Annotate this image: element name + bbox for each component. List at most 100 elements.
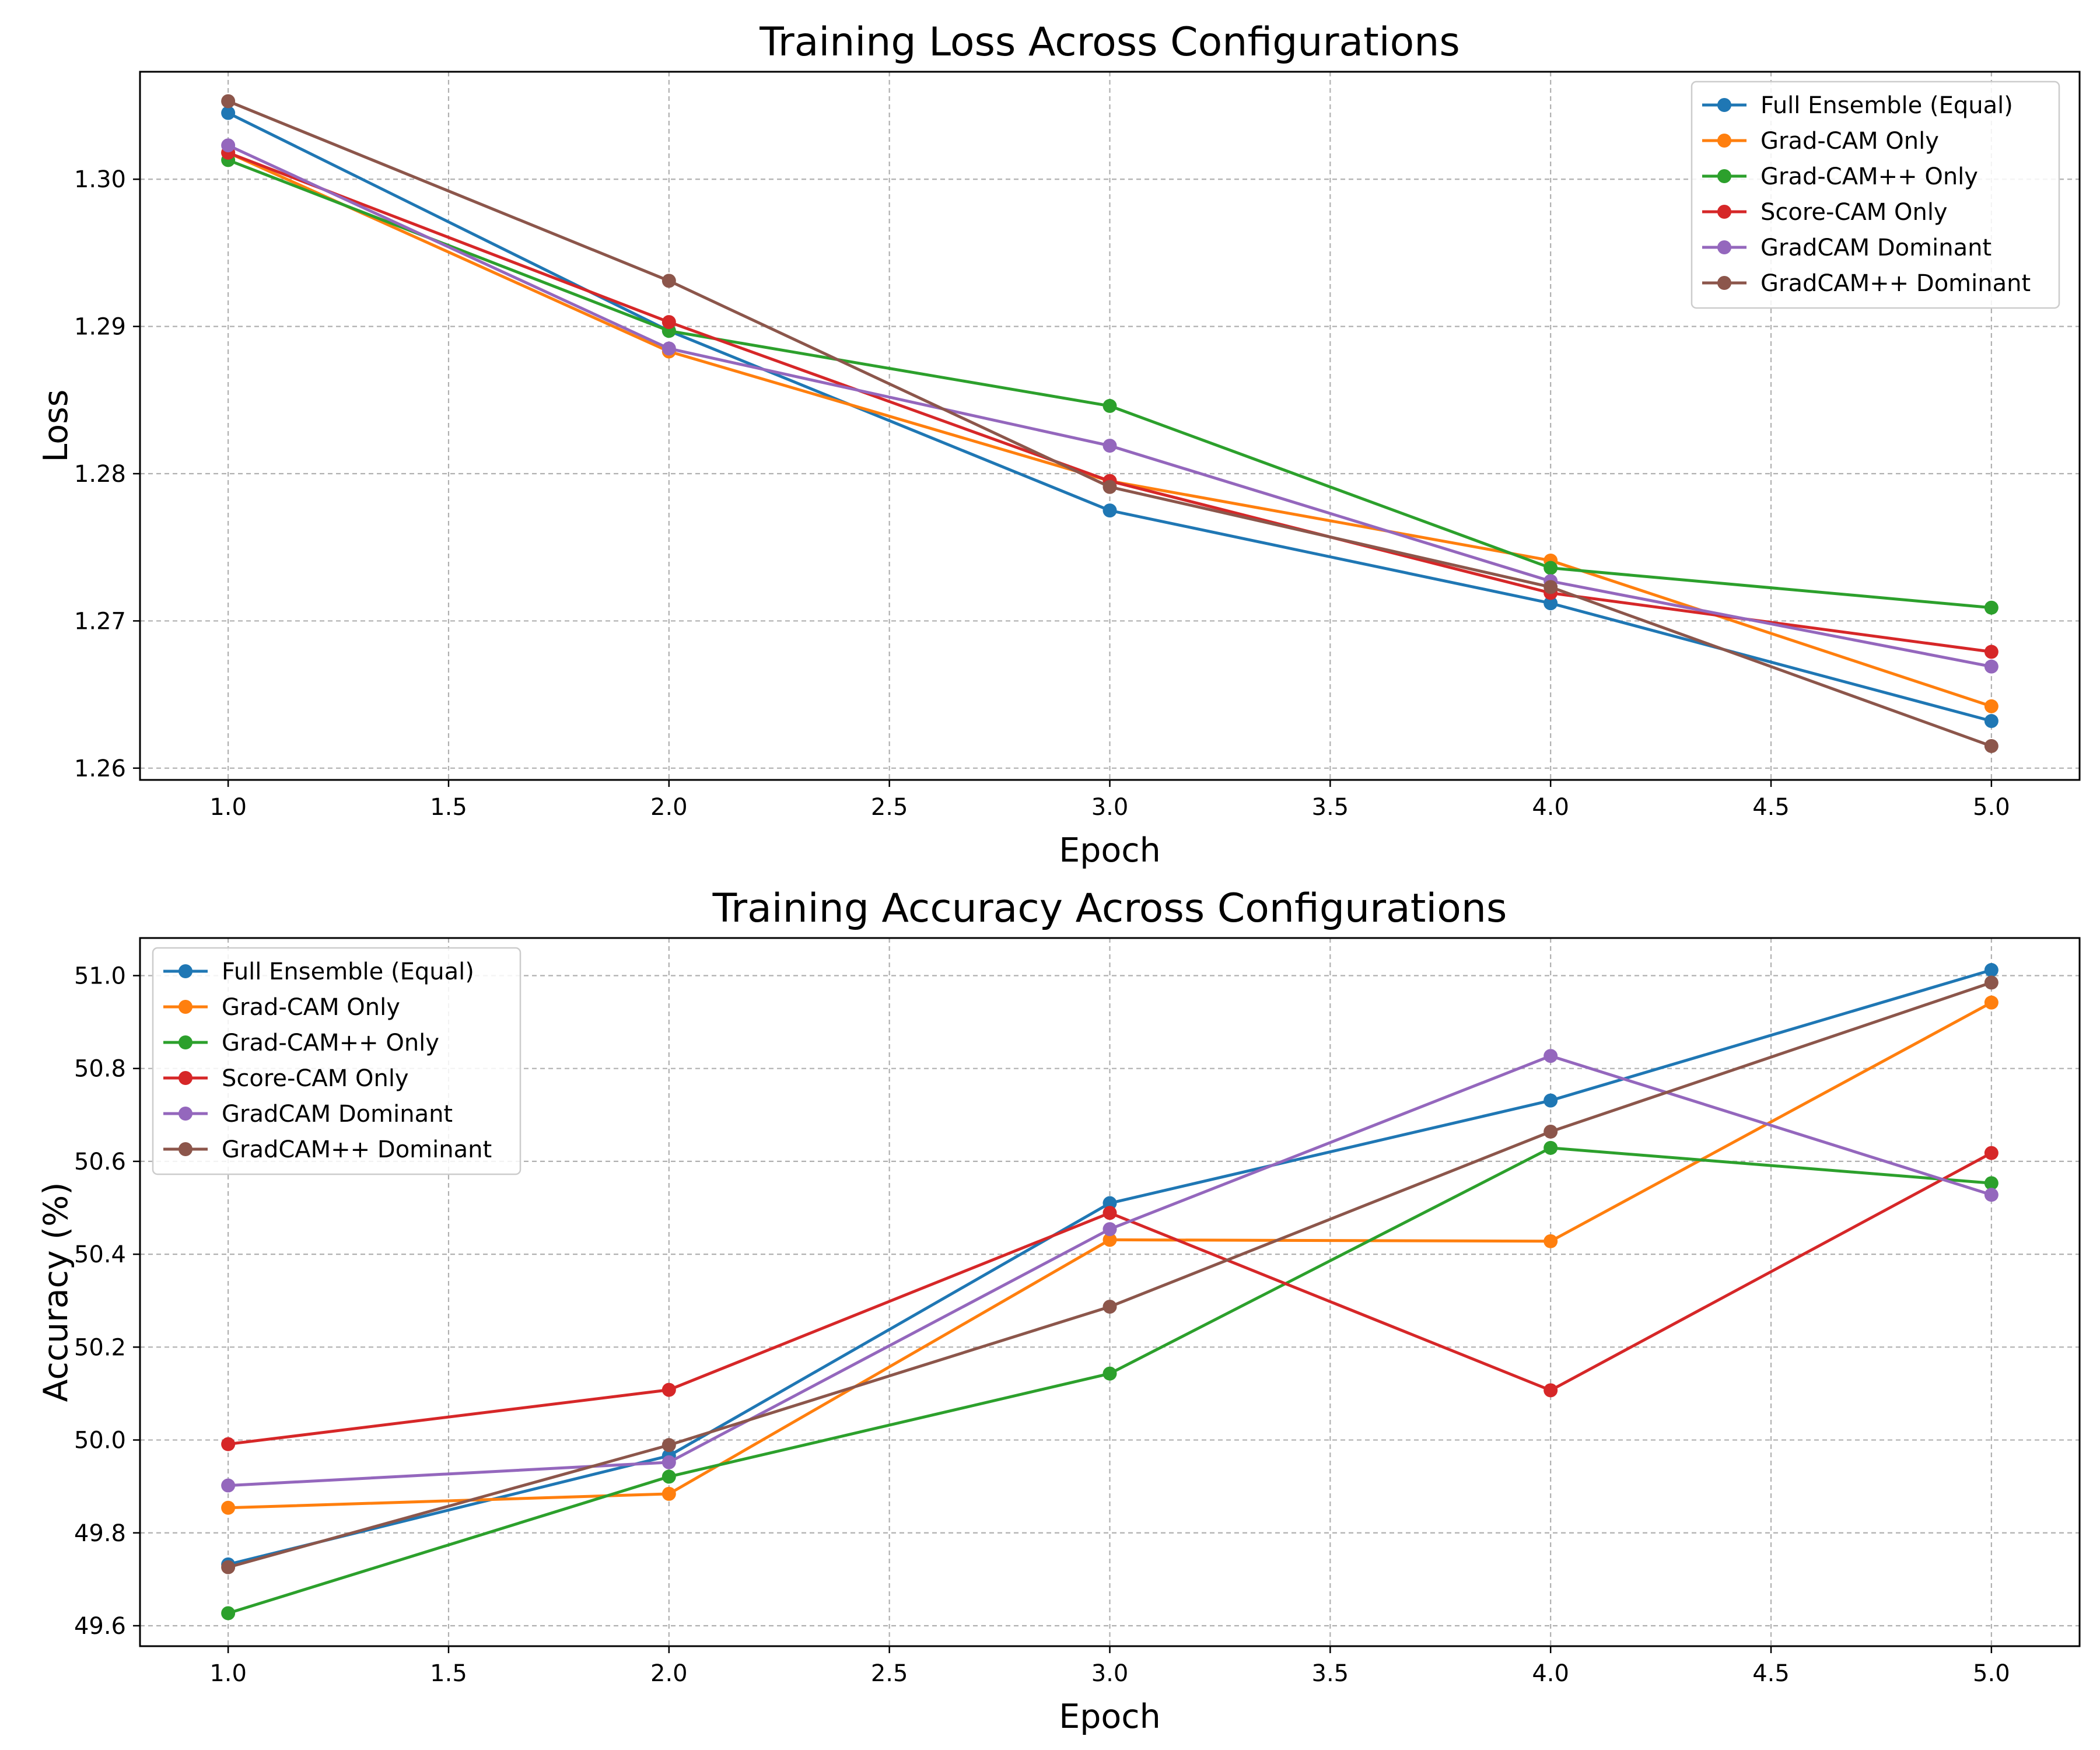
loss-data-point-grad-cam-only xyxy=(1544,561,1558,575)
loss-data-point-gradcam-dominant xyxy=(1984,738,1999,753)
accuracy-data-point-grad-cam-only xyxy=(662,1469,676,1484)
loss-legend-item: Full Ensemble (Equal) xyxy=(1702,92,2013,119)
accuracy-y-tick-label: 49.6 xyxy=(74,1613,126,1640)
loss-data-point-gradcam-dominant xyxy=(1544,580,1558,594)
loss-data-point-gradcam-dominant xyxy=(1102,480,1117,494)
accuracy-data-point-score-cam-only xyxy=(1544,1383,1558,1398)
accuracy-data-point-full-ensemble-equal xyxy=(1984,963,1999,977)
accuracy-data-point-gradcam-dominant xyxy=(1102,1300,1117,1314)
accuracy-x-tick-label: 3.0 xyxy=(1091,1660,1129,1687)
accuracy-legend-marker-full-ensemble-equal xyxy=(178,964,192,978)
loss-data-point-full-ensemble-equal xyxy=(1544,596,1558,611)
loss-x-tick-label: 5.0 xyxy=(1973,794,2010,821)
loss-data-point-full-ensemble-equal xyxy=(1984,714,1999,729)
accuracy-data-point-gradcam-dominant xyxy=(221,1478,236,1493)
loss-data-point-gradcam-dominant xyxy=(1984,659,1999,674)
loss-y-axis-label: Loss xyxy=(37,389,75,462)
accuracy-legend-label: Grad-CAM Only xyxy=(222,994,400,1021)
accuracy-data-point-grad-cam-only xyxy=(1102,1233,1117,1247)
accuracy-legend-marker-grad-cam-only xyxy=(178,1035,192,1049)
accuracy-y-axis-label: Accuracy (%) xyxy=(37,1182,75,1402)
accuracy-legend-label: Grad-CAM++ Only xyxy=(222,1030,439,1056)
accuracy-plot-frame xyxy=(139,937,2081,1647)
loss-x-axis-label: Epoch xyxy=(1059,831,1161,870)
accuracy-data-point-grad-cam-only xyxy=(662,1486,676,1501)
loss-x-tick-label: 1.0 xyxy=(209,794,247,821)
loss-data-point-gradcam-dominant xyxy=(221,138,236,153)
loss-x-tick-label: 3.0 xyxy=(1091,794,1129,821)
accuracy-x-tick-label: 2.0 xyxy=(650,1660,688,1687)
accuracy-x-tick-label: 1.5 xyxy=(430,1660,467,1687)
loss-legend-item: Score-CAM Only xyxy=(1702,199,1948,226)
loss-x-tick-label: 4.5 xyxy=(1752,794,1790,821)
loss-x-tick-label: 4.0 xyxy=(1532,794,1569,821)
loss-legend-label: GradCAM++ Dominant xyxy=(1760,270,2031,297)
accuracy-data-point-gradcam-dominant xyxy=(1544,1124,1558,1139)
loss-y-tick-label: 1.28 xyxy=(74,461,126,488)
loss-legend-label: Grad-CAM Only xyxy=(1760,128,1939,155)
accuracy-legend-label: GradCAM Dominant xyxy=(222,1101,453,1128)
loss-data-point-score-cam-only xyxy=(1984,645,1999,659)
accuracy-legend-item: Score-CAM Only xyxy=(163,1065,409,1092)
accuracy-legend-item: Full Ensemble (Equal) xyxy=(163,958,474,985)
accuracy-x-tick-label: 5.0 xyxy=(1973,1660,2010,1687)
accuracy-legend: Full Ensemble (Equal) Grad-CAM Only Grad-C… xyxy=(152,947,522,1175)
accuracy-data-point-grad-cam-only xyxy=(221,1606,236,1620)
accuracy-data-point-grad-cam-only xyxy=(1544,1234,1558,1248)
accuracy-data-point-gradcam-dominant xyxy=(1984,1188,1999,1202)
accuracy-legend-label: Score-CAM Only xyxy=(222,1065,409,1092)
accuracy-data-point-gradcam-dominant xyxy=(1984,975,1999,990)
accuracy-data-point-gradcam-dominant xyxy=(662,1455,676,1469)
accuracy-y-tick-label: 50.4 xyxy=(74,1241,126,1268)
loss-series xyxy=(221,94,1999,753)
accuracy-legend-marker-gradcam-dominant xyxy=(178,1142,192,1156)
accuracy-y-tick-label: 50.8 xyxy=(74,1056,126,1083)
loss-chart-title: Training Loss Across Configurations xyxy=(759,19,1460,65)
loss-legend-marker-gradcam-dominant xyxy=(1717,276,1731,290)
accuracy-data-point-full-ensemble-equal xyxy=(1102,1196,1117,1210)
accuracy-x-tick-label: 2.5 xyxy=(871,1660,908,1687)
loss-x-tick-label: 2.0 xyxy=(650,794,688,821)
accuracy-legend-marker-score-cam-only xyxy=(178,1071,192,1085)
accuracy-data-point-score-cam-only xyxy=(1984,1146,1999,1160)
accuracy-data-point-grad-cam-only xyxy=(1984,995,1999,1010)
loss-legend-label: Grad-CAM++ Only xyxy=(1760,163,1978,190)
loss-x-ticks: 1.0 1.5 2.0 2.5 3.0 3.5 4.0 4.5 5.0 xyxy=(209,780,2010,821)
accuracy-data-point-gradcam-dominant xyxy=(221,1560,236,1574)
loss-x-tick-label: 1.5 xyxy=(430,794,467,821)
accuracy-data-point-score-cam-only xyxy=(662,1382,676,1397)
loss-data-point-grad-cam-only xyxy=(1984,600,1999,615)
loss-legend-marker-grad-cam-only xyxy=(1717,169,1731,183)
accuracy-legend-item: GradCAM Dominant xyxy=(163,1101,453,1128)
accuracy-data-point-grad-cam-only xyxy=(221,1500,236,1515)
accuracy-y-tick-label: 50.6 xyxy=(74,1149,126,1175)
loss-y-tick-label: 1.27 xyxy=(74,608,126,635)
loss-data-point-full-ensemble-equal xyxy=(1102,503,1117,518)
accuracy-data-point-gradcam-dominant xyxy=(662,1438,676,1452)
accuracy-x-tick-label: 3.5 xyxy=(1312,1660,1349,1687)
accuracy-x-tick-label: 4.0 xyxy=(1532,1660,1569,1687)
accuracy-y-tick-label: 51.0 xyxy=(74,963,126,989)
loss-data-point-gradcam-dominant xyxy=(1102,439,1117,453)
accuracy-legend-item: GradCAM++ Dominant xyxy=(163,1136,492,1163)
accuracy-legend-label: GradCAM++ Dominant xyxy=(222,1136,492,1163)
accuracy-chart: 1.0 1.5 2.0 2.5 3.0 3.5 4.0 4.5 5.0 49.6 49.8 50.0… xyxy=(37,886,2081,1736)
loss-legend-marker-grad-cam-only xyxy=(1717,134,1731,148)
accuracy-y-ticks: 49.6 49.8 50.0 50.2 50.4 50.6 50.8 51.0 xyxy=(74,963,140,1640)
loss-data-point-full-ensemble-equal xyxy=(221,106,236,120)
loss-y-tick-label: 1.29 xyxy=(74,314,126,341)
loss-legend-item: Grad-CAM Only xyxy=(1702,128,1939,155)
loss-legend: Full Ensemble (Equal) Grad-CAM Only Grad-C… xyxy=(1690,80,2060,309)
accuracy-y-tick-label: 50.0 xyxy=(74,1427,126,1454)
accuracy-data-point-grad-cam-only xyxy=(1102,1366,1117,1381)
loss-y-ticks: 1.26 1.27 1.28 1.29 1.30 xyxy=(74,166,140,782)
accuracy-x-axis-label: Epoch xyxy=(1059,1698,1161,1736)
accuracy-legend-label: Full Ensemble (Equal) xyxy=(222,958,474,985)
accuracy-data-point-score-cam-only xyxy=(1102,1206,1117,1220)
accuracy-y-tick-label: 49.8 xyxy=(74,1520,126,1547)
accuracy-legend-box xyxy=(152,947,522,1175)
accuracy-chart-title: Training Accuracy Across Configurations xyxy=(712,886,1507,932)
loss-data-point-gradcam-dominant xyxy=(221,94,236,108)
loss-x-tick-label: 2.5 xyxy=(871,794,908,821)
loss-data-point-gradcam-dominant xyxy=(662,341,676,356)
